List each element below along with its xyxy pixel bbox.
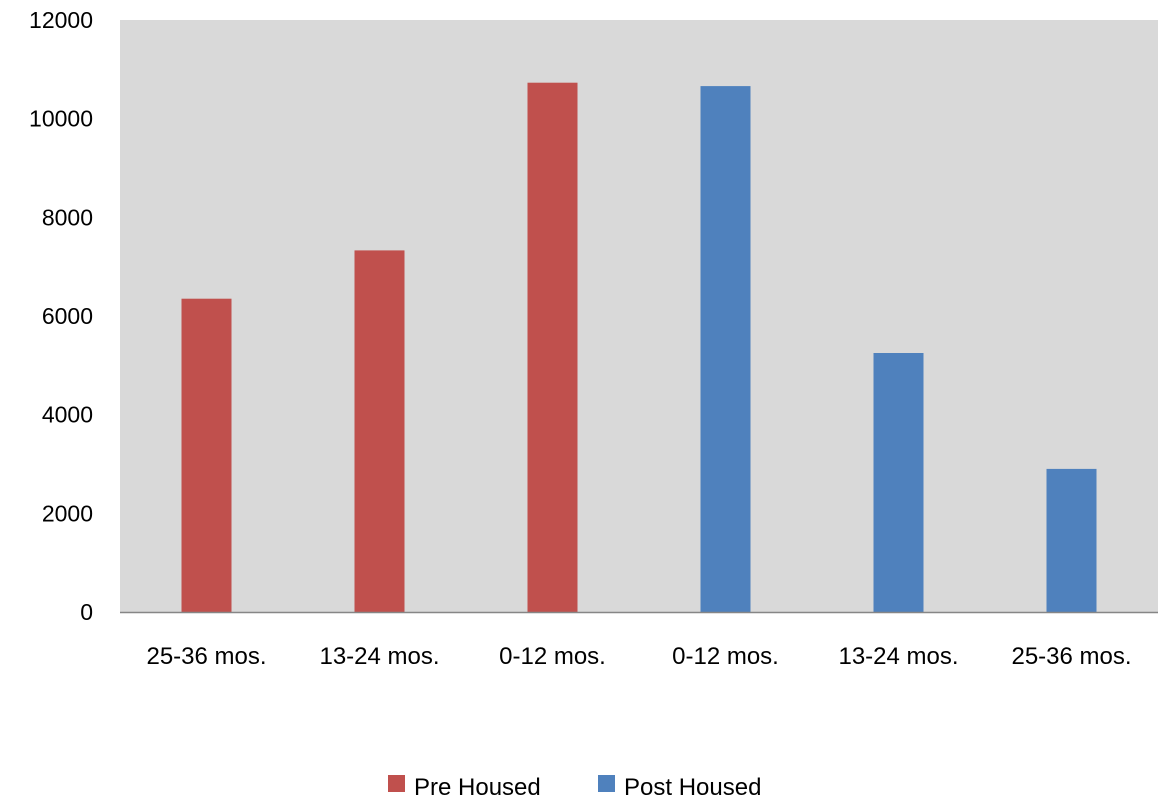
- legend-swatch-post-housed: [598, 775, 615, 792]
- bar-pre-housed-2: [527, 82, 578, 612]
- y-tick-label: 0: [80, 599, 93, 625]
- plot-area: [120, 20, 1158, 612]
- y-tick-label: 10000: [29, 106, 93, 132]
- legend-swatch-pre-housed: [388, 775, 405, 792]
- bar-pre-housed-1: [354, 250, 405, 612]
- legend: Pre Housed Post Housed: [388, 774, 761, 801]
- x-tick-label: 25-36 mos.: [146, 643, 266, 670]
- x-tick-label: 13-24 mos.: [319, 643, 439, 670]
- y-tick-label: 2000: [42, 500, 93, 526]
- bar-post-housed-5: [1046, 468, 1097, 612]
- x-tick-label: 13-24 mos.: [838, 643, 958, 670]
- y-tick-label: 8000: [42, 204, 93, 230]
- x-tick-label: 0-12 mos.: [672, 643, 779, 670]
- x-axis-ticks: 25-36 mos. 13-24 mos. 0-12 mos. 0-12 mos. 13…: [146, 643, 1131, 670]
- bars-layer: [181, 82, 1097, 613]
- bar-pre-housed-0: [181, 298, 232, 612]
- x-tick-label: 0-12 mos.: [499, 643, 606, 670]
- y-axis-ticks: 0 2000 4000 6000 8000 10000 12000: [29, 7, 93, 625]
- bar-post-housed-3: [700, 86, 751, 613]
- y-tick-label: 12000: [29, 7, 93, 33]
- legend-label-pre-housed: Pre Housed: [414, 774, 541, 801]
- legend-label-post-housed: Post Housed: [624, 774, 761, 801]
- y-tick-label: 4000: [42, 402, 93, 428]
- bar-post-housed-4: [873, 353, 924, 612]
- x-tick-label: 25-36 mos.: [1011, 643, 1131, 670]
- y-tick-label: 6000: [42, 303, 93, 329]
